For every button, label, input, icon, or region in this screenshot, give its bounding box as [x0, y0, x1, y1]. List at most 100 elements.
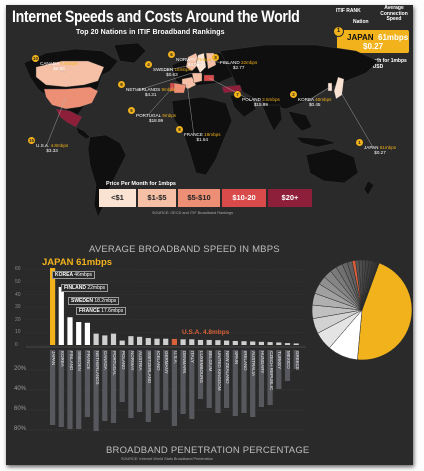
penetration-bar — [171, 350, 177, 426]
country-axis-label: NEW ZEALAND — [225, 351, 231, 384]
penetration-bar — [232, 350, 238, 416]
infographic: Internet Speeds and Costs Around the Wor… — [6, 5, 413, 465]
map-country-name: JAPAN — [364, 145, 380, 150]
legend-title: Price Per Month for 1mbps — [106, 181, 176, 187]
map-rank-badge: 3 — [212, 54, 219, 61]
speed-callout: FRANCE 17.6mbps — [76, 307, 127, 315]
key-example-badge: 1 JAPAN 61mbps $0.27 — [333, 26, 409, 53]
penetration-bar — [276, 350, 282, 389]
speed-bar — [67, 317, 73, 345]
callout-speed: 46mbps — [74, 272, 93, 278]
map-country-name: FRANCE — [184, 132, 205, 137]
key-rank-label: ITIF RANK — [336, 8, 361, 14]
penetration-bar — [76, 350, 82, 429]
map-leader-line — [145, 86, 174, 118]
map-country-label: NETHERLANDS 9mbps $4.31 — [126, 87, 175, 97]
map-rank-badge: 5 — [128, 107, 135, 114]
country-axis-label: SWEDEN — [77, 351, 83, 371]
map-rank-badge: 9 — [118, 81, 125, 88]
speed-bar — [180, 339, 186, 345]
map-country-price: $0.45 — [308, 102, 321, 108]
map-country-label: POLAND 3.5mbps $15.89 — [242, 97, 280, 107]
map-country-speed: 7mbps — [197, 57, 212, 62]
speed-bar — [93, 333, 99, 345]
map-country-price: $15.89 — [253, 102, 268, 108]
map-country-speed: 7.6mbps — [60, 61, 78, 66]
penetration-bar — [110, 350, 117, 423]
map-country-speed: 9mbps — [162, 113, 177, 118]
speed-callout: KOREA 46mbps — [52, 271, 96, 279]
country-axis-label: SWITZERLAND — [146, 351, 152, 384]
map-rank-badge: 2 — [290, 91, 297, 98]
key-country: JAPAN — [347, 33, 374, 42]
penetration-bar — [215, 350, 221, 413]
speed-bar — [276, 342, 282, 345]
speed-bar — [163, 338, 169, 345]
speed-bar — [84, 322, 90, 345]
penetration-bar — [206, 350, 212, 408]
speed-bar — [137, 336, 143, 345]
speed-callout: SWEDEN 18.2mbps — [68, 297, 120, 305]
speed-callout: JAPAN 61mbps — [42, 257, 112, 268]
country-axis-label: HUNGARY — [260, 351, 265, 374]
penetration-bar — [145, 350, 151, 422]
map-leader-line — [186, 82, 195, 137]
map-country-label: CANADA 7.6mbps $6.50 — [40, 61, 78, 71]
country-axis-label: GREECE — [294, 351, 300, 371]
map-rank-badge: 4 — [145, 61, 152, 68]
speed-bar — [284, 343, 291, 345]
penetration-y-tick: 80% — [14, 426, 27, 432]
penetration-bar — [137, 350, 143, 412]
map-leader-line — [49, 64, 67, 74]
country-axis-label: SPAIN — [233, 351, 239, 365]
page-title: Internet Speeds and Costs Around the Wor… — [12, 8, 300, 26]
speed-bar — [232, 340, 238, 345]
map-country-price: $0.27 — [374, 150, 386, 156]
speed-bar — [189, 339, 195, 345]
speed-bar — [58, 286, 64, 345]
country-axis-label: ITALY — [190, 351, 196, 363]
map-country-price: $4.04 — [187, 62, 200, 68]
penetration-bar — [67, 350, 73, 429]
asia — [219, 44, 379, 110]
key-rank-number: 1 — [333, 26, 344, 37]
penetration-bar — [250, 350, 256, 417]
penetration-bar — [267, 350, 273, 405]
speed-bar — [224, 340, 230, 345]
map-country-name: FINLAND — [220, 60, 241, 65]
country-axis-label: CZECH REPUBLIC — [268, 351, 274, 391]
middle-east — [229, 94, 257, 118]
penetration-bar — [241, 350, 247, 413]
penetration-bar — [93, 350, 99, 431]
speed-y-tick: 50 — [15, 278, 21, 285]
callout-speed: 18.2mbps — [94, 298, 117, 304]
map-country-price: $1.64 — [196, 137, 209, 143]
southeast-asia — [287, 110, 313, 132]
penetration-bar — [119, 350, 125, 402]
map-leader-line — [135, 72, 193, 92]
map-country-name: PORTUGAL — [136, 113, 163, 118]
penetration-source: SOURCE: Internet World Stats Broadband P… — [121, 457, 213, 461]
country-axis-label: ICELAND — [155, 351, 161, 371]
map-country-price: $0.63 — [166, 72, 178, 78]
penetration-bar — [189, 350, 195, 419]
country-axis-label: CANADA — [103, 351, 109, 370]
speed-bar — [171, 338, 177, 345]
country-axis-label: MEXICO — [286, 351, 292, 369]
map-country-label: U.S.A. 4.8mbps $3.33 — [36, 143, 68, 153]
country-axis-label: FINLAND — [68, 351, 74, 371]
callout-country: FINLAND — [64, 285, 88, 291]
penetration-bar — [128, 350, 134, 418]
map-rank-badge: 8 — [176, 126, 183, 133]
callout-country: FRANCE — [79, 308, 102, 314]
india — [261, 104, 283, 132]
map-leader-line — [208, 77, 253, 102]
map-country-label: KOREA 46mbps $0.45 — [298, 97, 331, 107]
callout-country: U.S.A. — [182, 329, 203, 336]
map-country-name: NETHERLANDS — [126, 87, 162, 92]
map-leader-line — [210, 60, 231, 65]
speed-bar — [241, 341, 247, 345]
speed-bar — [293, 343, 299, 345]
country-axis-label: TURKEY — [277, 351, 283, 370]
legend-item: $10-20 — [222, 189, 266, 207]
